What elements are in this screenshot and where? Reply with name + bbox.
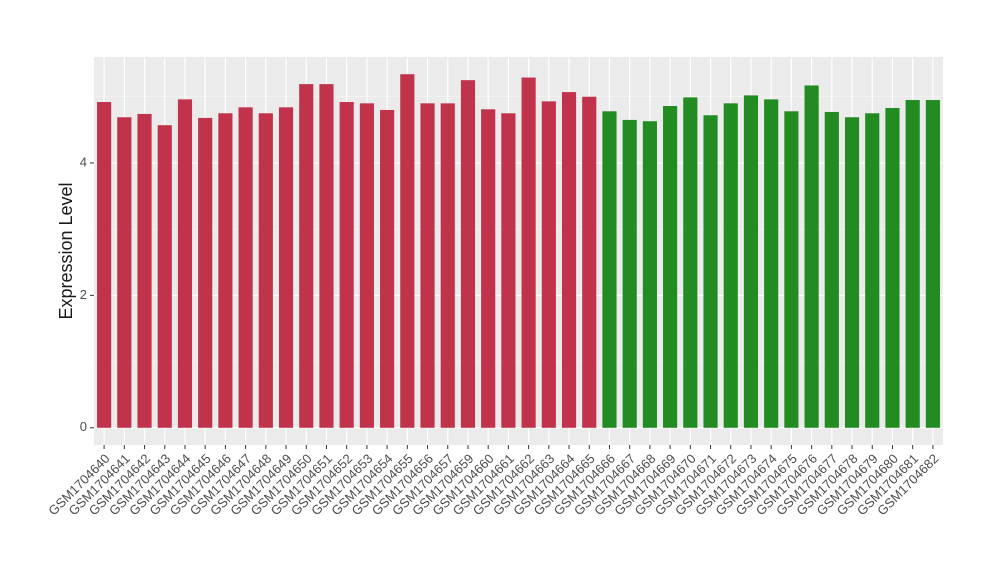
bar [420,103,435,428]
bar [743,95,759,428]
bar [400,74,415,428]
bar [299,84,314,428]
bar [319,84,334,428]
bar [157,125,172,428]
bar [622,119,637,428]
bar [784,111,799,428]
bar [501,113,516,428]
bar [440,103,455,428]
bar [117,117,132,428]
y-tick-label: 4 [80,154,87,169]
y-tick-label: 0 [80,419,87,434]
bar [481,109,496,428]
bar [198,117,213,428]
bar [137,113,152,428]
bar [905,100,920,428]
bar [177,99,193,428]
bar [844,117,860,428]
plot-panel [94,57,943,445]
bar [380,109,395,428]
bar [602,111,617,428]
bar [359,103,374,428]
bar [865,113,880,428]
bar [278,107,294,428]
bar [824,111,839,428]
bar [97,102,112,428]
bar [925,100,940,428]
bar [218,113,233,428]
bar [723,103,738,428]
bar [703,115,718,428]
bar [683,97,698,428]
bar [521,77,536,428]
bar [339,102,354,428]
bar [642,121,657,428]
bar [804,85,819,428]
bar [764,99,779,428]
bar [460,80,476,428]
bar [541,101,556,428]
bar [885,107,900,428]
bar [582,96,597,428]
y-tick-label: 2 [80,287,87,302]
bar [238,107,253,428]
y-axis-title: Expression Level [56,182,76,319]
bar [663,105,678,428]
bar [561,92,577,428]
bar [258,113,273,428]
